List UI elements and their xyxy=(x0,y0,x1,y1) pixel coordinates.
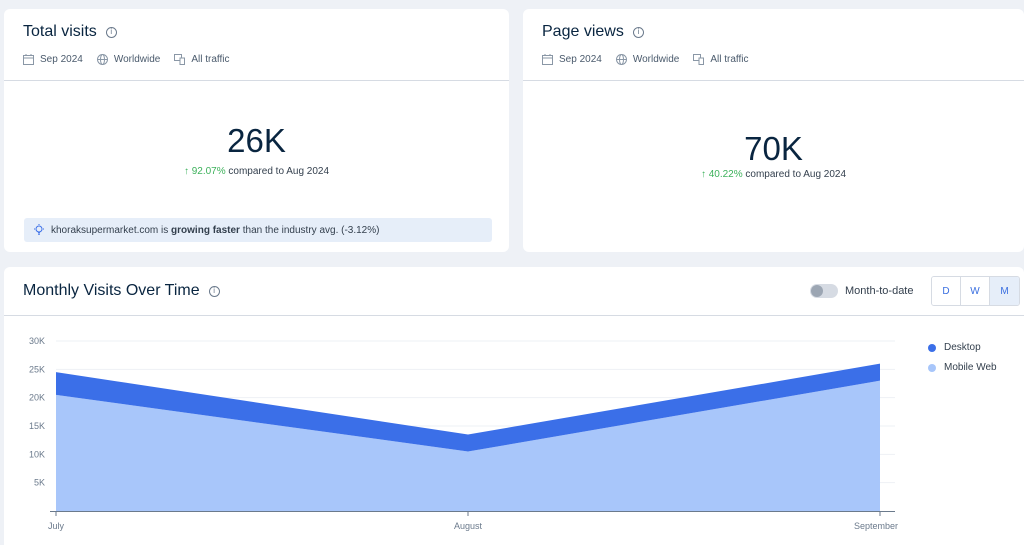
granularity-selector: D W M xyxy=(931,276,1020,306)
devices-icon xyxy=(693,54,705,65)
y-tick-label: 20K xyxy=(29,393,45,403)
granularity-month-button[interactable]: M xyxy=(990,277,1019,305)
page-views-card: Page views i Sep 2024 Worldwide All traf… xyxy=(523,9,1024,252)
insight-banner: khoraksupermarket.com is growing faster … xyxy=(24,218,492,242)
insight-pre: is xyxy=(158,224,172,236)
globe-icon xyxy=(96,54,108,65)
change-percent: ↑ 40.22% xyxy=(700,169,743,180)
page-views-filters: Sep 2024 Worldwide All traffic xyxy=(542,54,749,65)
total-visits-value: 26K xyxy=(227,122,286,159)
legend-desktop[interactable]: Desktop xyxy=(928,342,981,353)
lightbulb-icon xyxy=(34,224,44,235)
x-tick-label: September xyxy=(854,521,898,531)
traffic-filter-label: All traffic xyxy=(191,54,230,65)
monthly-visits-title: Monthly Visits Over Time xyxy=(23,282,200,299)
page-views-value: 70K xyxy=(744,130,803,167)
page-views-title: Page views xyxy=(542,23,624,40)
granularity-day-button[interactable]: D xyxy=(932,277,961,305)
region-filter-label: Worldwide xyxy=(113,54,161,65)
y-tick-label: 15K xyxy=(29,421,45,431)
date-filter-label: Sep 2024 xyxy=(559,54,602,65)
region-filter[interactable]: Worldwide xyxy=(96,54,161,65)
y-tick-label: 30K xyxy=(29,336,45,346)
card-divider xyxy=(4,315,1024,316)
total-visits-title-row: Total visits i xyxy=(23,23,117,41)
total-visits-title: Total visits xyxy=(23,23,97,40)
card-divider xyxy=(523,80,1024,81)
globe-icon xyxy=(615,54,627,65)
legend-desktop-label: Desktop xyxy=(944,342,981,353)
month-to-date-label: Month-to-date xyxy=(845,285,914,297)
total-visits-change: ↑ 92.07% compared to Aug 2024 xyxy=(4,166,509,177)
y-tick-label: 25K xyxy=(29,364,45,374)
monthly-visits-title-row: Monthly Visits Over Time i xyxy=(23,282,220,300)
change-percent: ↑ 92.07% xyxy=(183,166,226,177)
page-views-change: ↑ 40.22% compared to Aug 2024 xyxy=(523,169,1024,180)
info-icon[interactable]: i xyxy=(208,285,220,297)
info-icon[interactable]: i xyxy=(105,26,117,38)
insight-domain: khoraksupermarket.com xyxy=(51,224,159,236)
calendar-icon xyxy=(542,54,553,65)
insight-post: than the industry avg. (-3.12%) xyxy=(239,224,380,236)
desktop-area xyxy=(56,363,880,452)
traffic-filter[interactable]: All traffic xyxy=(693,54,749,65)
date-filter[interactable]: Sep 2024 xyxy=(23,54,83,65)
legend-desktop-swatch xyxy=(928,343,936,352)
legend-mobile-web-label: Mobile Web xyxy=(944,362,997,373)
region-filter[interactable]: Worldwide xyxy=(615,54,680,65)
info-icon[interactable]: i xyxy=(632,26,644,38)
date-filter-label: Sep 2024 xyxy=(40,54,83,65)
y-tick-label: 5K xyxy=(34,478,45,488)
monthly-visits-chart: 5K 10K 15K 20K 25K 30K July August September xyxy=(29,336,898,531)
x-tick-label: July xyxy=(48,521,65,531)
change-text: compared to Aug 2024 xyxy=(225,166,330,177)
granularity-week-button[interactable]: W xyxy=(961,277,990,305)
mobile-web-area xyxy=(56,380,880,511)
total-visits-card: Total visits i Sep 2024 Worldwide All tr… xyxy=(4,9,509,252)
legend-mobile-web-swatch xyxy=(928,363,936,372)
month-to-date-toggle[interactable] xyxy=(810,284,838,298)
y-tick-label: 10K xyxy=(29,449,45,459)
insight-text: khoraksupermarket.com is growing faster … xyxy=(51,225,379,236)
x-tick-label: August xyxy=(454,521,483,531)
page-views-title-row: Page views i xyxy=(542,23,644,41)
change-text: compared to Aug 2024 xyxy=(742,169,847,180)
legend-mobile-web[interactable]: Mobile Web xyxy=(928,362,997,373)
traffic-filter[interactable]: All traffic xyxy=(174,54,230,65)
total-visits-filters: Sep 2024 Worldwide All traffic xyxy=(23,54,230,65)
devices-icon xyxy=(174,54,186,65)
date-filter[interactable]: Sep 2024 xyxy=(542,54,602,65)
traffic-filter-label: All traffic xyxy=(710,54,749,65)
region-filter-label: Worldwide xyxy=(632,54,680,65)
insight-bold: growing faster xyxy=(171,224,240,236)
calendar-icon xyxy=(23,54,34,65)
card-divider xyxy=(4,80,509,81)
toggle-knob xyxy=(811,285,823,297)
